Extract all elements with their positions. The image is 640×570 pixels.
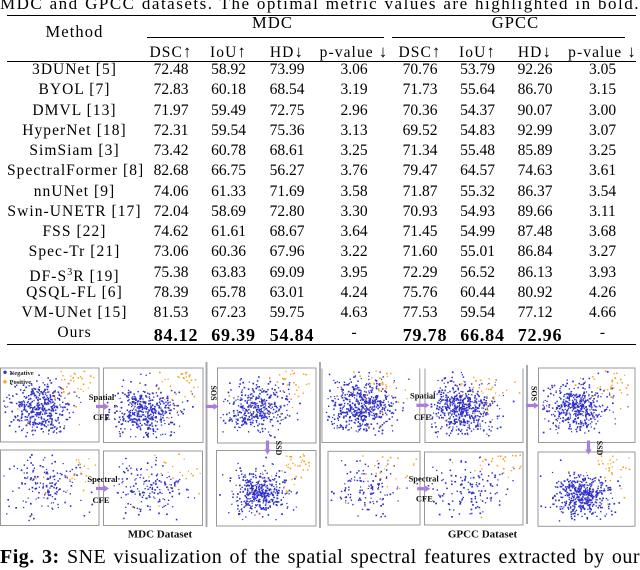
svg-text:Spatial: Spatial bbox=[89, 392, 115, 402]
svg-text:MDC Dataset: MDC Dataset bbox=[128, 529, 193, 541]
svg-text:SOS: SOS bbox=[530, 386, 539, 402]
svg-text:GPCC Dataset: GPCC Dataset bbox=[448, 529, 518, 541]
svg-text:CFE: CFE bbox=[93, 412, 110, 422]
svg-text:SOS: SOS bbox=[209, 385, 218, 401]
svg-text:CFE: CFE bbox=[414, 412, 431, 422]
svg-text:Spectral: Spectral bbox=[409, 474, 440, 484]
svg-text:Negative: Negative bbox=[10, 370, 34, 377]
svg-text:SSD: SSD bbox=[595, 441, 604, 456]
svg-text:CFE: CFE bbox=[93, 495, 110, 505]
svg-text:SSD: SSD bbox=[274, 441, 283, 456]
svg-text:Spectral: Spectral bbox=[87, 474, 118, 484]
svg-text:CFE: CFE bbox=[416, 494, 433, 504]
svg-text:Positive: Positive bbox=[10, 379, 32, 386]
svg-text:Spatial: Spatial bbox=[410, 391, 436, 401]
